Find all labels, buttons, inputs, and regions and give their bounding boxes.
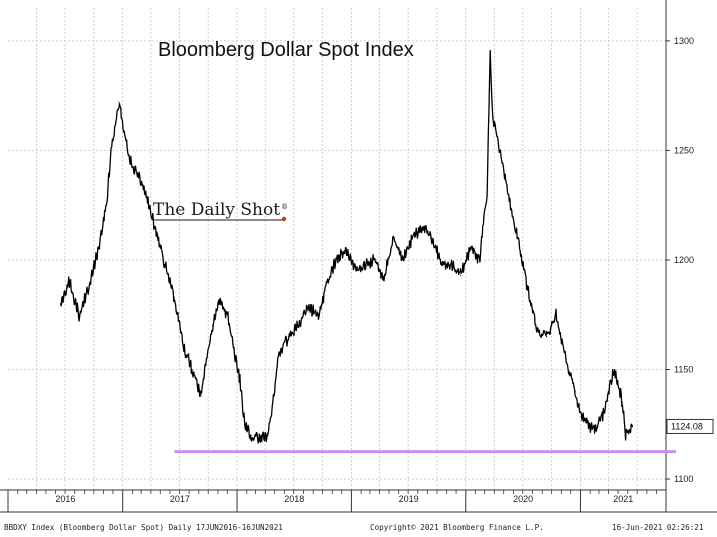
data-point [148,204,150,206]
data-point [483,215,485,217]
data-point [318,314,320,316]
brand-superscript: ® [281,203,288,211]
data-point [581,417,583,419]
data-point [231,336,233,338]
x-tick-label: 2020 [513,494,533,504]
data-point [565,357,567,360]
data-point [546,336,548,338]
data-point [68,281,71,283]
data-point [336,259,338,261]
data-point [129,160,131,162]
data-point [459,274,462,276]
data-point [272,401,274,403]
data-point [164,263,166,265]
data-point [411,237,414,239]
data-point [183,346,185,349]
data-point [607,390,609,393]
data-point [498,145,500,147]
data-point [440,263,442,265]
data-point [297,325,299,327]
brand-watermark: The Daily Shot ® [153,200,288,222]
data-point [517,237,519,239]
data-point [624,434,627,436]
data-point [536,329,538,331]
data-point [345,248,347,250]
x-tick-label: 2018 [284,494,304,504]
data-point [226,314,228,316]
data-point [105,204,107,206]
data-point [355,270,357,272]
x-tick-label: 2019 [399,494,419,504]
y-tick-label: 1150 [674,365,693,375]
data-point [631,425,634,428]
data-point [97,248,99,250]
data-point [507,193,509,195]
last-value-label: 1124.08 [671,421,703,431]
y-tick-label: 1300 [674,36,694,46]
data-point [602,412,604,414]
data-point [593,430,596,432]
data-point [326,281,328,283]
brand-dot [281,216,287,222]
chart-title: Bloomberg Dollar Spot Index [158,39,414,61]
data-point [479,259,481,261]
data-point [383,276,385,279]
data-point [450,263,452,265]
data-point [431,237,433,239]
data-point [259,439,261,441]
data-point [250,434,252,436]
footer-right: 16-Jun-2021 02:26:21 [612,523,704,532]
data-point [218,298,220,300]
data-point [173,296,175,298]
data-point [574,390,576,393]
data-point [392,237,394,239]
data-point [267,434,269,436]
data-point [526,285,528,287]
data-point [288,336,290,338]
data-point [124,138,127,141]
data-point [60,303,62,305]
data-point [200,395,202,397]
data-point [402,259,404,261]
data-point [143,189,145,191]
x-tick-label: 2017 [170,494,190,504]
data-point [489,51,491,53]
data-point [212,325,214,327]
data-point [486,193,488,195]
data-point [621,401,624,403]
data-point [239,379,241,382]
y-tick-label: 1100 [674,474,693,484]
data-point [78,314,80,316]
y-tick-label: 1200 [674,255,694,265]
dollar-index-line [59,49,634,444]
data-point [191,368,193,371]
y-tick-label: 1250 [674,145,694,155]
last-value-box [666,418,714,434]
data-point [555,314,557,316]
data-point [205,357,207,360]
data-point [364,263,367,265]
footer-left: BBDXY Index (Bloomberg Dollar Spot) Dail… [4,523,283,532]
x-tick-label: 2016 [55,494,75,504]
data-point [110,149,112,152]
data-point [421,226,423,228]
data-point [243,423,246,425]
data-point [469,248,471,250]
data-point [156,233,158,235]
data-point [136,171,138,173]
data-point [278,351,280,353]
data-point [373,259,375,261]
footer-center: Copyright© 2021 Bloomberg Finance L.P. [370,523,544,532]
data-point [492,116,494,119]
data-point [307,307,309,309]
data-point [88,287,90,290]
x-tick-label: 2021 [613,494,633,504]
brand-text: The Daily Shot [153,200,280,220]
data-point [118,101,120,103]
data-point [614,368,616,371]
